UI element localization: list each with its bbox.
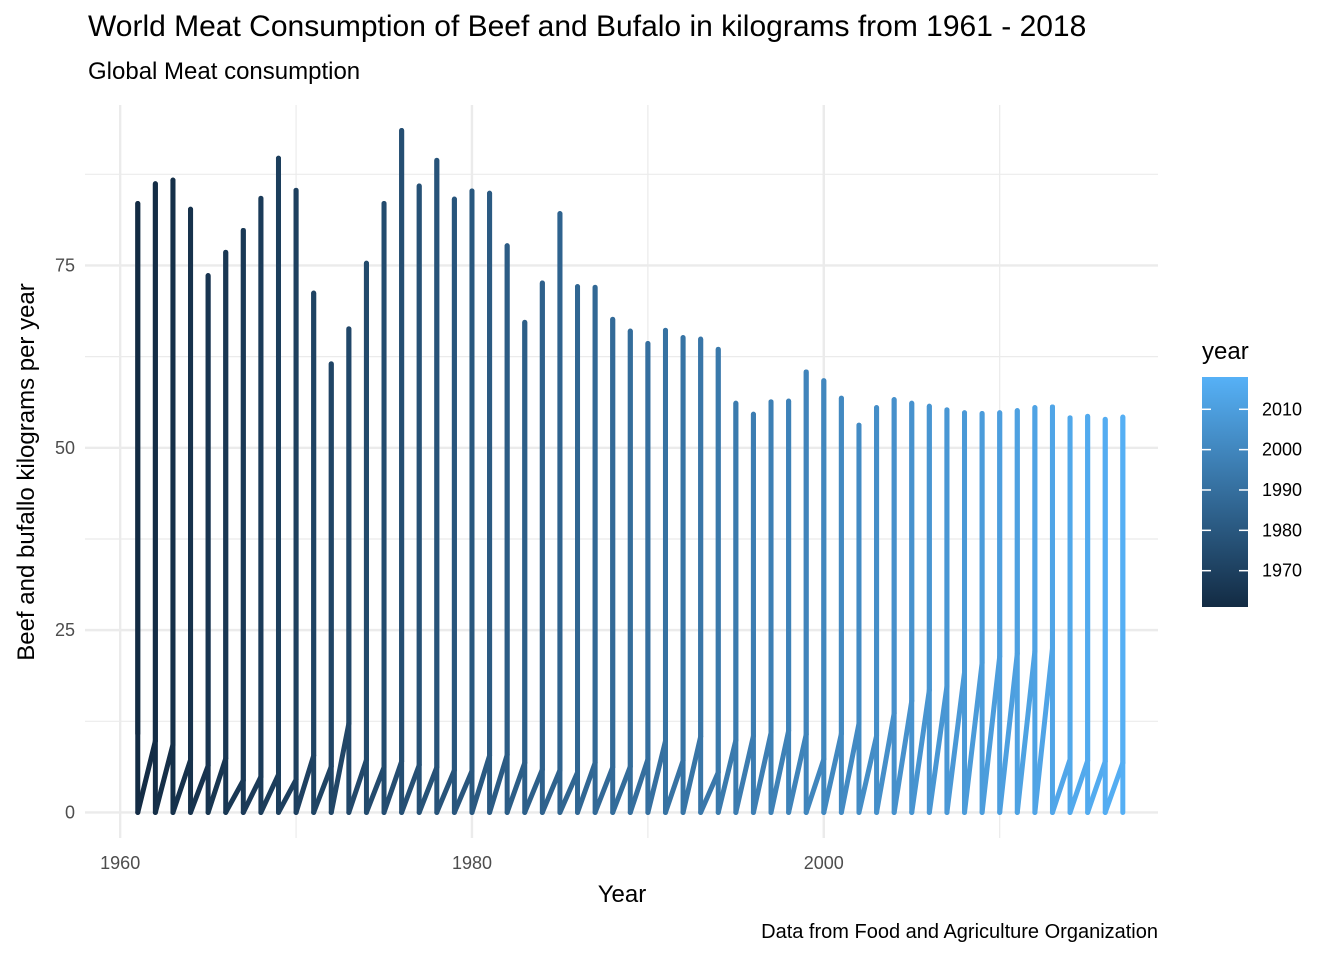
series-segment [522, 766, 545, 815]
y-tick-label: 75 [55, 255, 75, 275]
grid-lines [85, 105, 1158, 838]
series-segment [135, 738, 158, 815]
series-segment [275, 777, 299, 815]
series-segment [698, 769, 721, 815]
series-segment [715, 737, 739, 815]
series-segment [1049, 756, 1073, 815]
x-tick-label: 2000 [804, 853, 844, 873]
legend-tick-label: 1970 [1262, 561, 1302, 581]
series-segment [944, 669, 968, 815]
x-tick-label: 1980 [452, 853, 492, 873]
series-segment [1014, 648, 1038, 815]
series-segment [1032, 645, 1055, 815]
legend-title: year [1202, 338, 1249, 365]
axes: 1960 1980 2000 0 25 50 75 [55, 255, 844, 873]
series-segment [258, 772, 281, 815]
series-segment [240, 774, 264, 815]
series-segment [363, 764, 387, 815]
series-segment [680, 734, 704, 815]
series-segment [750, 730, 774, 815]
series-segment [838, 720, 862, 815]
series-segment [469, 753, 493, 815]
legend-tick-label: 1990 [1262, 480, 1302, 500]
legend-colorbar [1202, 377, 1248, 607]
legend-tick-label: 1980 [1262, 520, 1302, 540]
series-segment [346, 757, 369, 815]
legend-tick-label: 2010 [1262, 399, 1302, 419]
y-tick-label: 50 [55, 438, 75, 458]
series-segment [627, 756, 651, 815]
x-axis-title: Year [598, 881, 647, 908]
series-segment [803, 756, 827, 815]
series-segment [979, 653, 1003, 815]
series-segment [223, 777, 246, 815]
series-segment [662, 758, 686, 815]
chart-caption: Data from Food and Agriculture Organizat… [761, 921, 1158, 943]
series-segment [399, 762, 422, 815]
series-segment [733, 733, 756, 815]
series-segment [152, 742, 176, 815]
series-segment [188, 763, 211, 815]
series-segment [416, 764, 440, 815]
series-segment [1067, 758, 1091, 815]
series-segment [874, 710, 897, 815]
series-segment [381, 758, 405, 815]
series-segment [504, 760, 528, 815]
series-segment [311, 764, 334, 815]
series-segment [926, 683, 950, 815]
series-segment [1085, 758, 1108, 815]
series-segment [645, 738, 668, 815]
series-segment [786, 731, 809, 815]
series-segment [557, 769, 581, 815]
series-segment [821, 731, 844, 815]
series-segment [487, 752, 510, 815]
x-tick-label: 1960 [100, 853, 140, 873]
series-segment [539, 767, 563, 815]
series-segment [170, 757, 194, 815]
y-tick-label: 25 [55, 620, 75, 640]
series-segment [205, 756, 229, 815]
series-segment [328, 720, 352, 815]
y-tick-label: 0 [65, 802, 75, 822]
series-segment [1102, 760, 1126, 815]
y-axis-title: Beef and bufallo kilograms per year [13, 283, 40, 661]
series-segment [434, 767, 457, 815]
series-segment [962, 660, 985, 815]
legend-tick-label: 2000 [1262, 440, 1302, 460]
series-segment [293, 753, 317, 815]
series-segment [592, 764, 616, 815]
data-series [135, 128, 1126, 815]
series-segment [610, 764, 633, 815]
series-segment [856, 733, 880, 815]
legend: year 1970 1980 1990 2000 2010 [1202, 338, 1302, 607]
series-segment [768, 728, 792, 815]
series-segment [575, 760, 598, 815]
chart-subtitle: Global Meat consumption [88, 58, 361, 85]
chart-title: World Meat Consumption of Beef and Bufal… [88, 10, 1087, 43]
series-segment [451, 768, 475, 815]
series-segment [997, 650, 1020, 815]
series-segment [891, 698, 915, 815]
series-segment [909, 687, 932, 815]
